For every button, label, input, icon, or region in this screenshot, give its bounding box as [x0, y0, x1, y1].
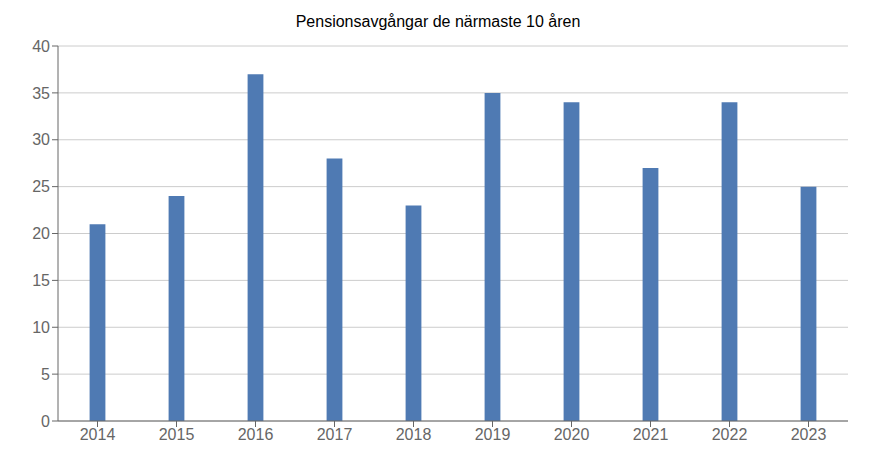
svg-text:2023: 2023	[791, 426, 827, 443]
svg-text:20: 20	[32, 225, 50, 242]
svg-text:2022: 2022	[712, 426, 748, 443]
svg-text:40: 40	[32, 38, 50, 55]
svg-text:35: 35	[32, 85, 50, 102]
svg-text:15: 15	[32, 272, 50, 289]
svg-text:2017: 2017	[317, 426, 353, 443]
svg-text:25: 25	[32, 178, 50, 195]
svg-text:2018: 2018	[396, 426, 432, 443]
html-text:Pensionsavgångar de närmaste 1: Pensionsavgångar de närmaste 10 åren	[295, 13, 581, 30]
svg-text:2020: 2020	[554, 426, 590, 443]
svg-text:2021: 2021	[633, 426, 669, 443]
svg-text:2015: 2015	[159, 426, 195, 443]
svg-text:30: 30	[32, 131, 50, 148]
svg-text:2014: 2014	[80, 426, 116, 443]
svg-text:2019: 2019	[475, 426, 511, 443]
svg-text:5: 5	[41, 366, 50, 383]
svg-text:10: 10	[32, 319, 50, 336]
svg-text:0: 0	[41, 413, 50, 430]
svg-text:2016: 2016	[238, 426, 274, 443]
